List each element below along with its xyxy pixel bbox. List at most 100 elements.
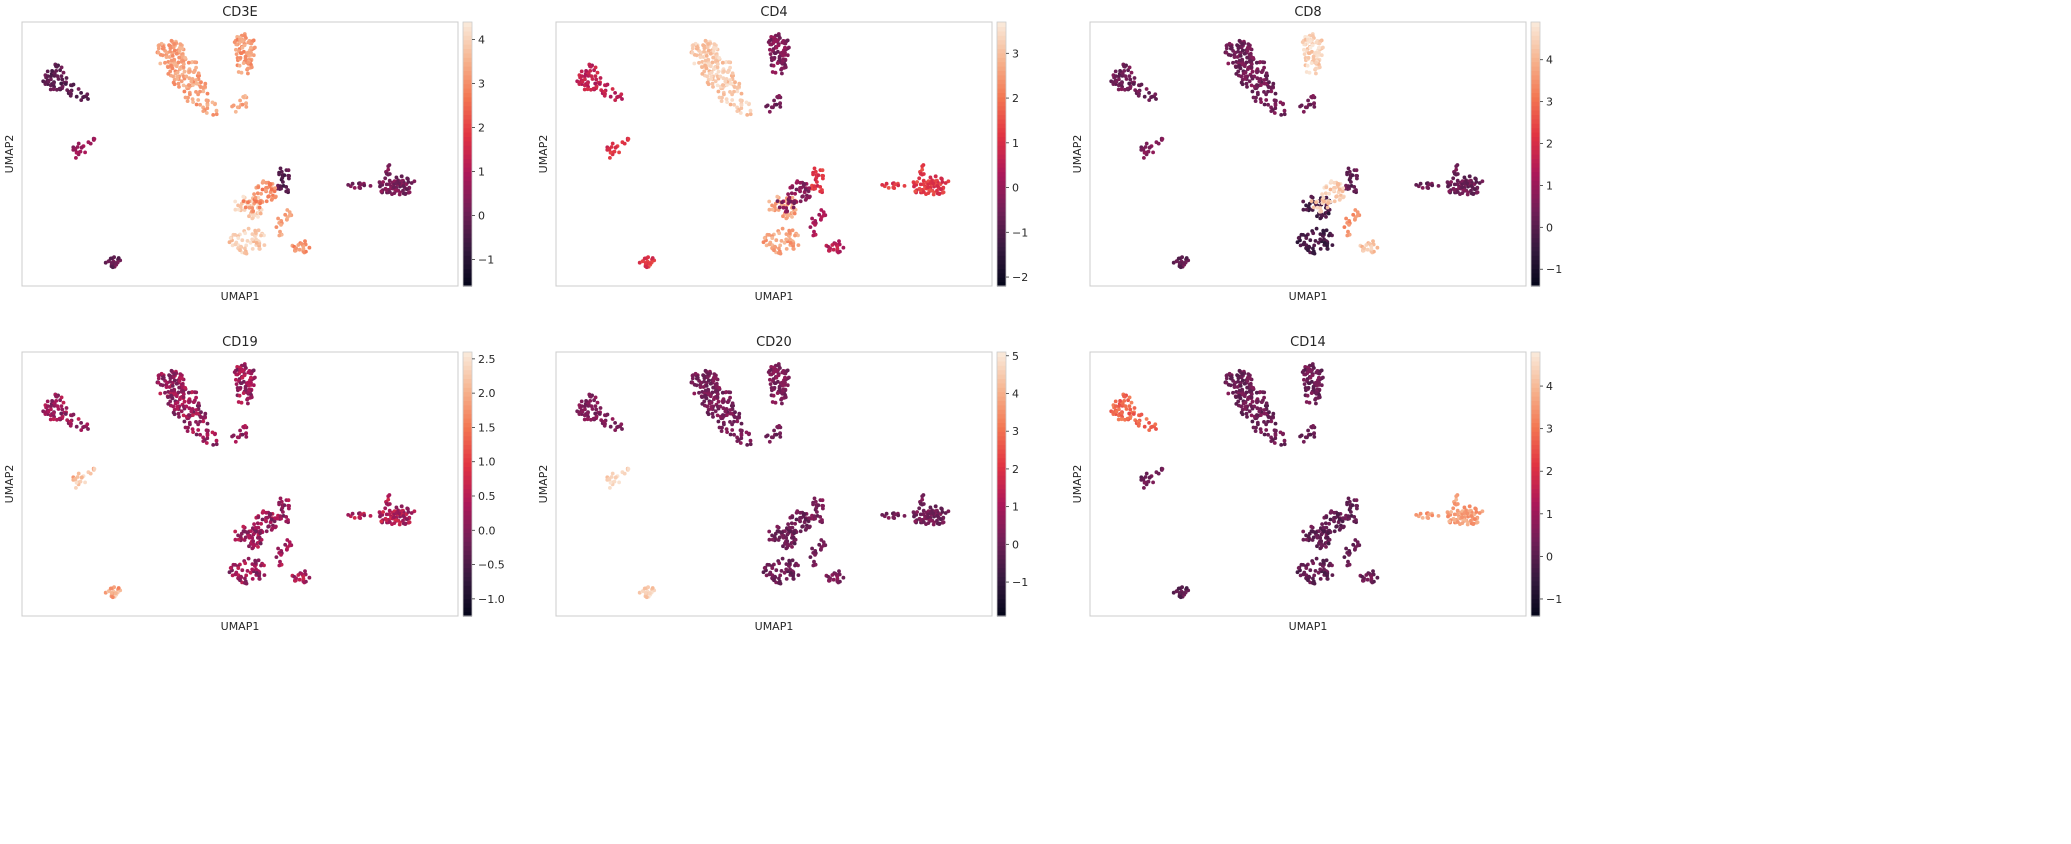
colorbar-segment	[997, 57, 1006, 63]
colorbar-segment	[1531, 576, 1540, 582]
colorbar-segment	[1531, 220, 1540, 225]
colorbar-segment	[997, 96, 1006, 102]
cell-point	[643, 261, 648, 265]
colorbar-segment	[997, 39, 1006, 45]
colorbar-segment	[463, 453, 472, 459]
cell-point	[1282, 108, 1287, 113]
cell-point	[250, 247, 255, 251]
cell-point	[1312, 101, 1316, 106]
cell-point	[244, 51, 249, 56]
cell-point	[1236, 376, 1241, 381]
colorbar-segment	[1531, 105, 1540, 111]
cell-point	[1266, 102, 1270, 107]
cell-point	[739, 103, 744, 107]
cell-point	[1318, 216, 1323, 221]
cell-point	[761, 570, 766, 575]
colorbar-segment	[463, 193, 472, 199]
cell-point	[728, 81, 733, 86]
colorbar-segment	[997, 589, 1006, 595]
cell-point	[1341, 525, 1346, 530]
cell-point	[1142, 424, 1147, 429]
cell-point	[205, 106, 210, 111]
cell-point	[807, 186, 812, 191]
cell-point	[1262, 432, 1267, 437]
colorbar-segment	[997, 180, 1006, 186]
cell-point	[1446, 514, 1450, 519]
cell-point	[1452, 171, 1457, 176]
cell-point	[1330, 243, 1335, 248]
colorbar-segment	[1531, 259, 1540, 265]
cell-point	[793, 191, 797, 196]
cell-point	[168, 399, 173, 404]
cell-point	[787, 45, 791, 50]
cell-point	[802, 512, 806, 516]
cell-point	[239, 400, 244, 405]
cell-point	[299, 571, 304, 576]
colorbar-segment	[997, 26, 1006, 32]
cell-point	[1266, 419, 1270, 424]
cell-point	[1420, 516, 1425, 520]
cell-point	[246, 401, 250, 406]
colorbar-segment	[1531, 514, 1540, 520]
colorbar-segment	[1531, 470, 1540, 476]
cell-point	[593, 81, 598, 86]
cell-point	[928, 505, 933, 510]
colorbar-segment	[997, 145, 1006, 151]
cell-point	[590, 407, 595, 411]
cell-point	[1243, 400, 1248, 405]
cell-point	[1321, 195, 1326, 200]
cell-point	[1309, 199, 1314, 204]
colorbar-segment	[463, 528, 472, 533]
x-axis-label: UMAP1	[755, 620, 794, 633]
cell-point	[297, 247, 302, 252]
colorbar-segment	[1531, 558, 1540, 564]
cell-point	[186, 390, 191, 395]
colorbar-tick-label: −1	[1546, 263, 1562, 276]
cell-point	[194, 102, 199, 107]
cell-point	[709, 400, 714, 405]
cell-point	[705, 404, 709, 409]
cell-point	[620, 97, 624, 101]
cell-point	[1301, 242, 1306, 247]
cell-point	[1322, 561, 1326, 565]
colorbar-tick-label: 0	[1012, 538, 1019, 551]
cell-point	[1244, 411, 1249, 416]
cell-point	[1272, 441, 1277, 445]
colorbar-segment	[463, 22, 472, 27]
cell-point	[1341, 516, 1346, 520]
colorbar-segment	[463, 536, 472, 542]
y-axis-label: UMAP2	[1071, 465, 1084, 504]
cell-point	[1311, 576, 1315, 581]
cell-point	[1154, 97, 1158, 101]
cell-point	[801, 524, 805, 529]
cell-point	[244, 251, 249, 256]
cell-point	[168, 376, 173, 381]
cell-point	[784, 536, 789, 540]
cell-point	[902, 184, 907, 188]
cell-point	[1156, 141, 1161, 146]
cell-point	[713, 79, 718, 84]
cell-point	[767, 242, 772, 247]
cell-point	[1256, 422, 1260, 427]
cell-point	[112, 585, 116, 590]
cell-point	[787, 525, 792, 530]
cell-point	[1239, 375, 1244, 380]
colorbar-tick-label: −0.5	[478, 559, 505, 572]
cell-point	[1455, 502, 1460, 506]
colorbar-segment	[997, 607, 1006, 613]
cell-point	[51, 411, 56, 415]
cell-point	[769, 105, 774, 110]
colorbar-segment	[463, 281, 472, 287]
cell-point	[1355, 210, 1360, 215]
cell-point	[819, 215, 824, 220]
cell-point	[243, 231, 248, 236]
cell-point	[1474, 510, 1479, 514]
cell-point	[703, 58, 708, 63]
cell-point	[798, 529, 803, 534]
colorbar-segment	[463, 462, 472, 467]
cell-point	[236, 236, 241, 241]
cell-point	[235, 105, 240, 110]
colorbar-segment	[463, 145, 472, 151]
cell-point	[735, 109, 740, 113]
